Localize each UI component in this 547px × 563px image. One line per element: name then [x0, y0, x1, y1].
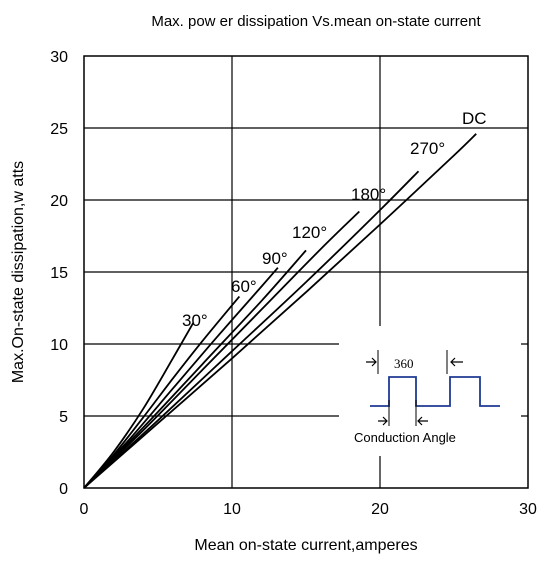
y-tick-label: 15 — [50, 265, 68, 282]
y-tick-label: 20 — [50, 193, 68, 210]
curve-label: 270° — [410, 139, 445, 158]
curve-120-deg — [83, 249, 307, 489]
y-tick-label: 5 — [59, 409, 68, 426]
y-tick-label: 10 — [50, 337, 68, 354]
curve-label: 120° — [292, 223, 327, 242]
x-axis-label: Mean on-state current,amperes — [194, 537, 417, 554]
curves — [83, 133, 477, 489]
conduction-angle-inset: 360 Conduction Angle — [339, 326, 521, 456]
x-tick-label: 10 — [223, 501, 241, 518]
inset-period-label: 360 — [394, 356, 414, 371]
plot-area-frame — [83, 55, 529, 489]
chart-title: Max. pow er dissipation Vs.mean on-state… — [151, 13, 481, 30]
curve-label: 90° — [262, 249, 288, 268]
curve-dc — [83, 133, 477, 489]
y-axis-label: Max.On-state dissipation,w atts — [10, 161, 27, 383]
inset-arrow-right-icon — [366, 357, 377, 367]
curve-60-deg — [83, 295, 241, 489]
curve-label: 60° — [231, 277, 257, 296]
x-tick-labels: 0 10 20 30 — [80, 501, 537, 518]
curve-30-deg — [83, 321, 195, 489]
y-tick-label: 25 — [50, 121, 68, 138]
inset-conduction-label: Conduction Angle — [354, 430, 456, 445]
x-tick-label: 0 — [80, 501, 89, 518]
curve-labels: 30° 60° 90°120° 180° 270° DC — [182, 109, 487, 330]
curve-label: DC — [462, 109, 487, 128]
x-tick-label: 20 — [371, 501, 389, 518]
curve-180-deg — [83, 210, 360, 489]
curve-90-deg — [83, 267, 279, 489]
curve-label: 180° — [351, 185, 386, 204]
x-tick-label: 30 — [519, 501, 537, 518]
inset-arrow-left-icon — [450, 357, 463, 367]
y-tick-label: 0 — [59, 481, 68, 498]
inset-conduction-arrow-right-icon — [378, 416, 388, 426]
curve-270-deg — [83, 170, 420, 489]
inset-conduction-arrow-left-icon — [417, 416, 428, 426]
curve-label: 30° — [182, 311, 208, 330]
y-tick-labels: 0 5 10 15 20 25 30 — [50, 49, 68, 498]
inset-background — [339, 326, 521, 456]
y-tick-label: 30 — [50, 49, 68, 66]
inset-waveform — [370, 376, 500, 407]
